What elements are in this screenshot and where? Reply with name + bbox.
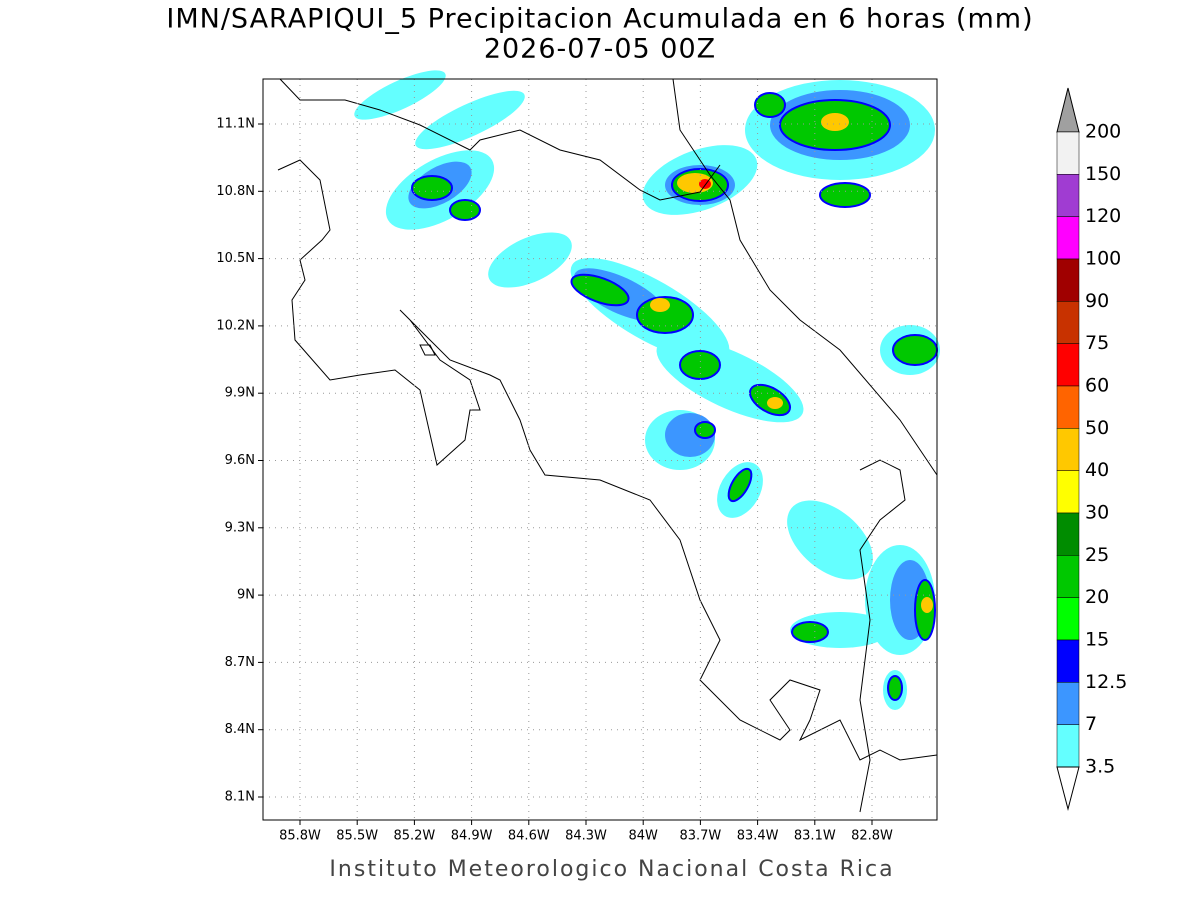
colorbar-bin	[1056, 343, 1080, 387]
lat-label: 11.1N	[216, 117, 255, 132]
precipitation-field	[354, 70, 940, 710]
colorbar-bin	[1056, 512, 1080, 556]
lat-label: 9.3N	[225, 520, 255, 535]
coastlines	[277, 78, 938, 813]
lat-label: 8.1N	[225, 790, 255, 805]
lat-label: 10.2N	[216, 318, 255, 333]
colorbar-label: 30	[1085, 502, 1109, 524]
colorbar-label: 100	[1085, 248, 1121, 270]
map-frame	[262, 78, 938, 821]
colorbar: 200 150 120 100 90 75 60 50 40 30 25 20 15 12.5 7 3.5	[1056, 87, 1127, 811]
colorbar-bin	[1056, 597, 1080, 641]
colorbar-bin	[1056, 428, 1080, 471]
lon-label: 85.8W	[279, 829, 321, 844]
colorbar-label: 120	[1085, 205, 1121, 227]
lat-label: 10.5N	[216, 251, 255, 266]
colorbar-bin	[1056, 174, 1080, 217]
lat-label: 8.4N	[225, 722, 255, 737]
colorbar-label: 90	[1085, 290, 1109, 312]
colorbar-label: 75	[1085, 332, 1109, 354]
lon-label: 83.7W	[679, 829, 721, 844]
colorbar-label: 15	[1085, 629, 1109, 651]
colorbar-bin	[1056, 216, 1080, 260]
colorbar-bin	[1056, 385, 1080, 429]
colorbar-label: 40	[1085, 459, 1109, 481]
lat-label: 8.7N	[225, 655, 255, 670]
colorbar-label: 200	[1085, 121, 1121, 143]
lat-label: 9.6N	[225, 453, 255, 468]
lon-label: 85.2W	[393, 829, 435, 844]
subtitle: 2026-07-05 00Z	[484, 34, 716, 65]
lon-label: 83.4W	[737, 829, 779, 844]
graticule: 11.1N 10.8N 10.5N 10.2N 9.9N 9.6N 9.3N 9N 8.7N 8.…	[216, 79, 937, 844]
colorbar-bin	[1056, 131, 1080, 175]
colorbar-label: 60	[1085, 375, 1109, 397]
footer: Instituto Meteorologico Nacional Costa R…	[329, 857, 894, 882]
colorbar-label: 150	[1085, 163, 1121, 185]
colorbar-bin	[1056, 470, 1080, 514]
colorbar-under	[1056, 766, 1080, 811]
colorbar-label: 12.5	[1085, 671, 1127, 693]
colorbar-label: 50	[1085, 417, 1109, 439]
colorbar-bin	[1056, 555, 1080, 598]
colorbar-bin	[1056, 724, 1080, 768]
colorbar-label: 3.5	[1085, 756, 1115, 778]
colorbar-bin	[1056, 682, 1080, 725]
colorbar-bin	[1056, 639, 1080, 683]
lon-label: 85.5W	[336, 829, 378, 844]
colorbar-over	[1056, 87, 1080, 133]
colorbar-label: 7	[1085, 713, 1097, 735]
lon-label: 84.9W	[451, 829, 493, 844]
lon-label: 83.1W	[794, 829, 836, 844]
lat-label: 10.8N	[216, 184, 255, 199]
colorbar-label: 25	[1085, 544, 1109, 566]
title: IMN/SARAPIQUI_5 Precipitacion Acumulada …	[166, 4, 1033, 35]
colorbar-bin	[1056, 301, 1080, 344]
colorbar-label: 20	[1085, 586, 1109, 608]
lat-label: 9N	[237, 588, 255, 603]
lat-label: 9.9N	[225, 386, 255, 401]
lon-label: 84.6W	[508, 829, 550, 844]
lon-label: 84W	[628, 829, 658, 844]
lon-label: 84.3W	[565, 829, 607, 844]
lon-label: 82.8W	[851, 829, 893, 844]
colorbar-bin	[1056, 258, 1080, 302]
